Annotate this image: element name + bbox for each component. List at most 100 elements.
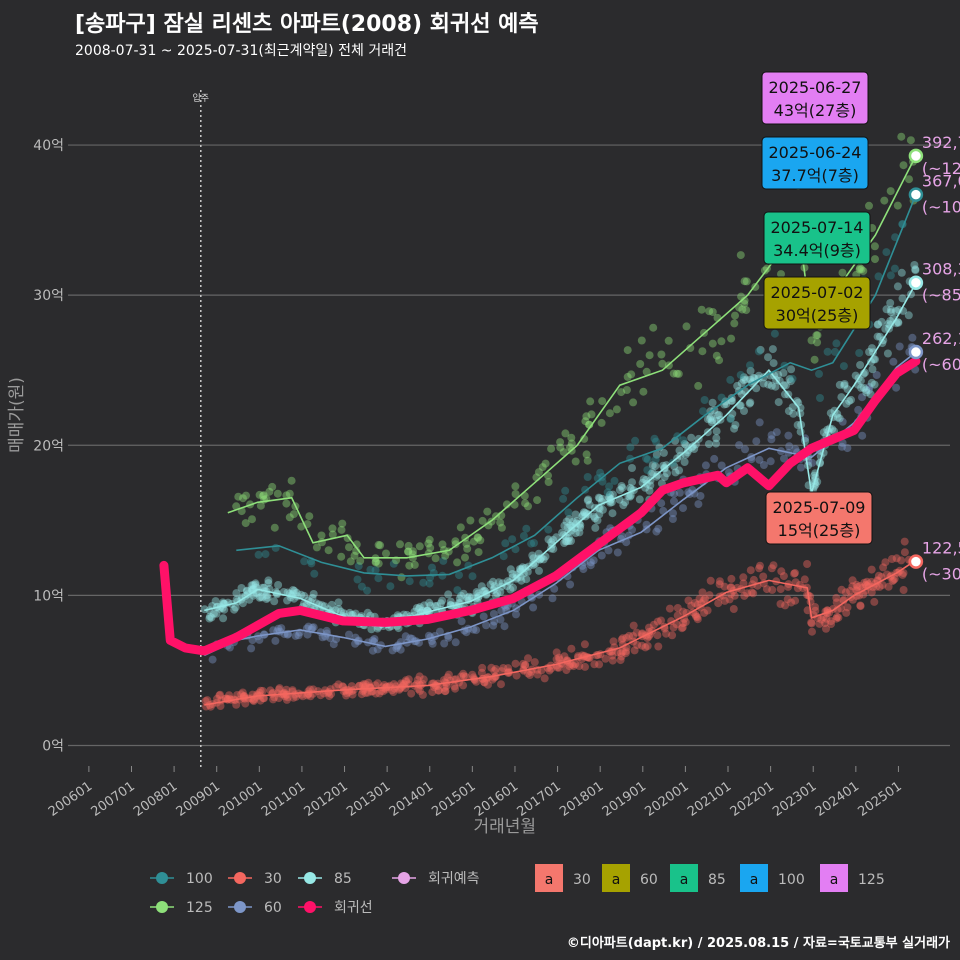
deal-date-label: 2025-07-14 (771, 218, 864, 237)
scatter-point (354, 562, 363, 571)
scatter-point (617, 532, 626, 541)
scatter-point (503, 577, 512, 586)
scatter-point (749, 373, 758, 382)
x-tick-label: 201601 (472, 779, 521, 820)
scatter-point (345, 608, 354, 617)
scatter-point (582, 450, 591, 459)
scatter-point (597, 418, 606, 427)
scatter-point (622, 633, 631, 642)
scatter-point (438, 596, 447, 605)
scatter-point (621, 498, 630, 507)
scatter-point (733, 381, 742, 390)
scatter-point (334, 598, 343, 607)
scatter-point (776, 585, 785, 594)
scatter-point (613, 548, 622, 557)
scatter-point (629, 621, 638, 630)
scatter-point (601, 654, 610, 663)
scatter-point (803, 560, 812, 568)
scatter-point (745, 399, 754, 408)
scatter-point (650, 434, 659, 443)
legend-box-item: a 100 (740, 864, 805, 892)
scatter-point (781, 381, 790, 390)
scatter-point (680, 439, 689, 448)
scatter-point (367, 625, 376, 634)
scatter-point (692, 612, 701, 621)
scatter-point (292, 692, 301, 701)
scatter-point (740, 277, 749, 286)
scatter-point (282, 690, 291, 699)
scatter-point (522, 524, 531, 533)
legend-label: 100 (186, 871, 213, 887)
scatter-point (559, 448, 568, 457)
scatter-point (363, 608, 372, 617)
scatter-point (522, 575, 531, 584)
x-tick-label: 201201 (302, 779, 351, 820)
scatter-point (637, 336, 646, 345)
scatter-point (705, 591, 714, 600)
scatter-point (712, 434, 721, 443)
scatter-point (687, 433, 696, 442)
scatter-point (540, 674, 549, 683)
scatter-point (843, 444, 852, 453)
scatter-point (591, 523, 600, 532)
scatter-point (701, 461, 710, 470)
scatter-point (717, 461, 726, 470)
scatter-point (555, 653, 563, 662)
scatter-point (434, 686, 443, 695)
scatter-point (376, 541, 385, 550)
scatter-point (708, 416, 717, 425)
scatter-point (515, 565, 524, 573)
scatter-point (455, 571, 463, 580)
scatter-point (671, 436, 680, 445)
scatter-point (581, 485, 590, 494)
legend-label: 85 (334, 871, 352, 887)
scatter-point (597, 551, 606, 560)
scatter-point (764, 380, 773, 389)
scatter-point (812, 331, 821, 340)
scatter-point (386, 582, 395, 591)
x-tick-label: 201901 (600, 779, 649, 820)
scatter-point (361, 680, 370, 689)
scatter-point (446, 597, 455, 606)
scatter-point (283, 693, 292, 702)
scatter-point (368, 646, 377, 655)
deal-box-bg (761, 136, 869, 190)
scatter-point (840, 381, 849, 390)
scatter-point (440, 639, 449, 648)
scatter-point (508, 570, 517, 578)
scatter-point (727, 583, 736, 592)
scatter-point (886, 271, 895, 280)
scatter-point (516, 567, 525, 576)
scatter-point (414, 685, 423, 693)
scatter-point (867, 378, 876, 387)
scatter-point (297, 522, 306, 531)
scatter-point (832, 339, 841, 348)
scatter-point (586, 561, 595, 570)
scatter-point (617, 388, 626, 397)
scatter-point (480, 678, 489, 687)
scatter-point (565, 662, 574, 671)
scatter-point (511, 482, 520, 491)
scatter-point (681, 618, 690, 627)
scatter-point (703, 415, 712, 424)
scatter-point (897, 268, 906, 277)
scatter-point (560, 521, 569, 530)
legend-label: 회귀예측 (428, 871, 480, 887)
scatter-point (833, 413, 842, 422)
scatter-point (270, 597, 279, 606)
scatter-point (472, 677, 481, 686)
scatter-point (789, 409, 798, 418)
scatter-point (617, 652, 626, 661)
scatter-point (893, 201, 902, 210)
legend-label: 30 (264, 871, 282, 887)
scatter-point (622, 647, 630, 656)
scatter-point (752, 437, 761, 446)
scatter-point (451, 537, 460, 546)
scatter-point (881, 558, 890, 567)
forecast-value-label: 308,346 (922, 260, 960, 279)
scatter-point (336, 607, 345, 616)
scatter-point (707, 418, 716, 427)
scatter-point (663, 469, 671, 478)
scatter-point (657, 350, 666, 359)
